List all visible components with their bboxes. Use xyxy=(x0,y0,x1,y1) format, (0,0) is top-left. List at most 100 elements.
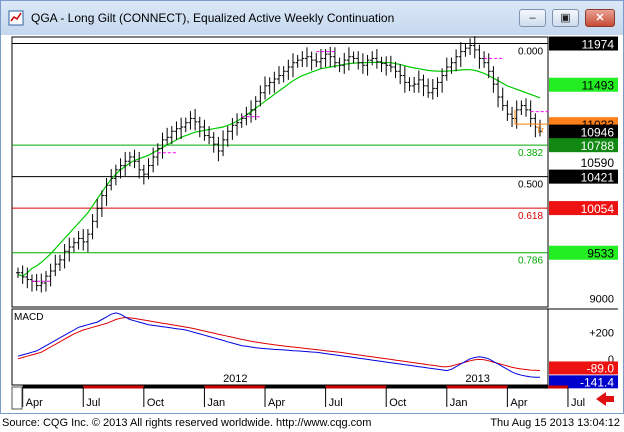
price-box-text: 10590 xyxy=(581,156,615,170)
price-bar xyxy=(155,143,160,166)
price-bar xyxy=(519,100,524,115)
macd-value-box-text: -89.0 xyxy=(587,361,615,375)
macd-tick-label: 0 xyxy=(608,354,614,366)
restore-button[interactable]: ▣ xyxy=(552,9,579,27)
month-label: Jul xyxy=(329,397,343,409)
chart-app-icon xyxy=(8,10,24,26)
price-bar xyxy=(318,49,323,69)
price-box: 10054 xyxy=(549,201,618,216)
month-label: Apr xyxy=(268,397,285,409)
price-panel: 0.000 0.382 0.500 0.618 0.786 Tr 9000 11974 1149… xyxy=(11,36,618,310)
price-bar xyxy=(454,49,459,72)
price-bar xyxy=(472,36,477,59)
price-box: 11974 xyxy=(549,36,618,52)
price-bar xyxy=(141,164,146,185)
price-bar xyxy=(463,43,468,57)
close-button[interactable]: ✕ xyxy=(585,9,615,27)
price-box: 10421 xyxy=(549,169,618,185)
macd-panel: MACD +200 0-89.0-141.4 xyxy=(11,308,618,389)
scroll-thumb xyxy=(11,386,23,410)
price-bar xyxy=(39,273,44,293)
macd-label: MACD xyxy=(14,312,43,323)
price-bar xyxy=(85,229,90,253)
price-box: 11493 xyxy=(549,77,618,93)
price-bar xyxy=(286,59,291,80)
price-bar xyxy=(244,106,249,126)
month-label: Apr xyxy=(26,397,43,409)
price-bar xyxy=(90,214,95,240)
price-bar xyxy=(388,55,393,73)
price-box-bg xyxy=(549,77,618,92)
minimize-button[interactable]: – xyxy=(519,9,546,27)
price-bar xyxy=(468,38,473,55)
price-bar xyxy=(444,57,449,81)
current-price-line xyxy=(514,109,548,125)
restore-icon: ▣ xyxy=(560,12,571,24)
price-bar xyxy=(342,52,347,74)
price-bar xyxy=(211,132,216,153)
price-bar xyxy=(407,77,412,91)
fib-label: 0.618 xyxy=(518,211,543,222)
timestamp: Thu Aug 15 2013 13:04:12 xyxy=(490,417,620,429)
title-bar[interactable]: QGA - Long Gilt (CONNECT), Equalized Act… xyxy=(1,1,623,35)
price-bar xyxy=(34,274,39,291)
price-bar xyxy=(263,76,268,100)
fib-label: 0.500 xyxy=(518,180,543,191)
price-box-text: 10946 xyxy=(581,126,615,140)
scroll-left-arrow-icon xyxy=(596,392,614,406)
price-bar xyxy=(62,244,67,269)
macd-value-box-text: -141.4 xyxy=(580,375,614,389)
price-bar xyxy=(486,53,491,79)
price-bar xyxy=(430,79,435,100)
price-box-text: 11493 xyxy=(582,79,615,93)
macd-value-box: -141.4 xyxy=(549,375,618,389)
price-bar xyxy=(524,98,529,117)
price-bar xyxy=(225,126,230,147)
time-axis: Apr Jul Oct Jan Apr Jul Oct Jan Apr Jul 2012 2013 xyxy=(11,373,614,410)
year-label: 2012 xyxy=(223,373,247,385)
price-bar xyxy=(281,66,286,83)
fib-label: 0.382 xyxy=(518,148,543,159)
price-bar xyxy=(20,265,25,284)
chart-area[interactable]: 0.000 0.382 0.500 0.618 0.786 Tr 9000 11974 1149… xyxy=(10,35,620,411)
price-box: 10788 xyxy=(549,138,618,153)
fib-label: 0.000 xyxy=(518,47,543,58)
price-chart[interactable]: 0.000 0.382 0.500 0.618 0.786 Tr 9000 11974 1149… xyxy=(10,35,620,411)
price-box-text: 10788 xyxy=(581,139,615,153)
price-bar xyxy=(496,76,501,108)
price-bar xyxy=(99,190,104,217)
macd-value-box-bg xyxy=(549,361,618,375)
price-bar xyxy=(253,96,258,121)
price-bar xyxy=(179,117,184,139)
price-bar xyxy=(43,271,48,292)
price-bar xyxy=(113,164,118,186)
month-label: Jan xyxy=(207,397,225,409)
price-bar xyxy=(123,151,128,176)
price-bar xyxy=(109,169,114,191)
macd-value-box-bg xyxy=(549,375,618,389)
price-bar xyxy=(300,51,305,67)
price-bar xyxy=(440,68,445,93)
price-bar xyxy=(132,149,137,169)
price-bar xyxy=(435,77,440,97)
price-box: 10590 xyxy=(549,155,618,170)
price-bar xyxy=(197,116,202,138)
price-bar xyxy=(174,121,179,140)
price-bar xyxy=(477,44,482,69)
price-bar xyxy=(323,49,328,67)
minimize-icon: – xyxy=(529,12,536,24)
price-bar xyxy=(193,109,198,131)
price-bar xyxy=(500,87,505,111)
price-bar xyxy=(426,78,431,98)
price-bar xyxy=(165,127,170,145)
macd-plot-frame xyxy=(11,308,549,386)
price-box-text: 9533 xyxy=(587,247,614,261)
moving-average-line xyxy=(17,61,541,277)
fib-label: 0.786 xyxy=(518,256,543,267)
price-bar xyxy=(267,77,272,95)
price-box-bg xyxy=(549,138,618,153)
price-box-bg xyxy=(549,124,618,139)
macd-tick-label: +200 xyxy=(589,328,614,340)
price-box: 9533 xyxy=(549,245,618,261)
price-bar xyxy=(398,64,403,85)
